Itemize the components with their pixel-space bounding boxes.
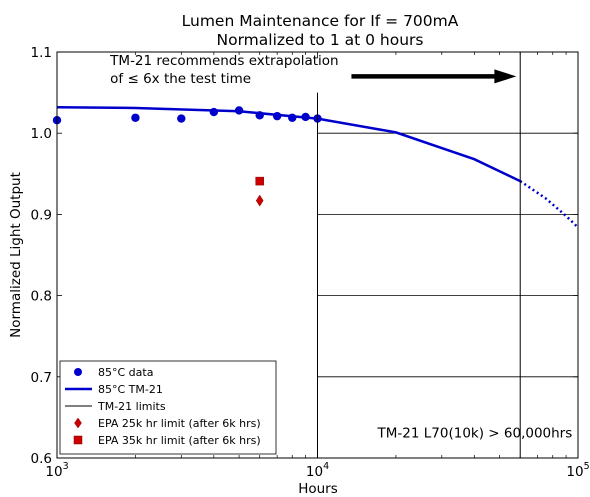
data-point-85c	[209, 107, 219, 117]
legend-label-epa35: EPA 35k hr limit (after 6k hrs)	[98, 434, 261, 447]
x-axis-label: Hours	[298, 481, 338, 497]
xtick-label-0: 103	[45, 461, 68, 480]
ytick-label-3: 0.9	[31, 207, 52, 223]
legend-label-tm21: 85°C TM-21	[98, 383, 163, 396]
legend: 85°C data 85°C TM-21 TM-21 limits EPA 25…	[59, 360, 277, 455]
data-point-85c	[131, 113, 140, 122]
legend-label-data: 85°C data	[98, 366, 153, 379]
marks-layer	[52, 52, 579, 458]
chart-title: Lumen Maintenance for If = 700mA	[182, 12, 459, 30]
ytick-label-2: 0.8	[31, 289, 52, 305]
legend-marker-epa25	[74, 417, 82, 429]
annotation-1: of ≤ 6x the test time	[110, 71, 251, 87]
annotation-layer: TM-21 recommends extrapolation of ≤ 6x th…	[109, 53, 572, 442]
legend-label-limits: TM-21 limits	[97, 400, 166, 413]
legend-marker-epa35	[73, 435, 83, 445]
xtick-label-2: 105	[566, 461, 589, 480]
legend-box	[59, 360, 277, 455]
annotation-2: TM-21 L70(10k) > 60,000hrs	[377, 426, 573, 442]
y-axis-label: Normalized Light Output	[8, 172, 24, 338]
epa-25k-marker	[255, 194, 264, 207]
ytick-label-1: 0.7	[31, 370, 52, 386]
legend-label-epa25: EPA 25k hr limit (after 6k hrs)	[98, 417, 261, 430]
xtick-label-1: 104	[306, 461, 329, 480]
grid-layer	[317, 132, 578, 378]
ytick-label-4: 1.0	[31, 126, 52, 142]
epa-35k-marker	[255, 176, 264, 186]
tm21-extrapolation-dotted-line	[519, 180, 579, 229]
ytick-label-0: 0.6	[31, 451, 52, 467]
ytick-label-5: 1.1	[31, 45, 52, 61]
annotation-0: TM-21 recommends extrapolation	[109, 53, 338, 69]
chart-subtitle: Normalized to 1 at 0 hours	[217, 31, 424, 49]
tick-layer: 0.6 0.7 0.8 0.9 1.0 1.1 103 104 105	[31, 45, 590, 480]
legend-marker-data	[74, 368, 82, 376]
data-point-85c	[177, 114, 186, 123]
extrapolation-arrow-head	[494, 69, 517, 84]
